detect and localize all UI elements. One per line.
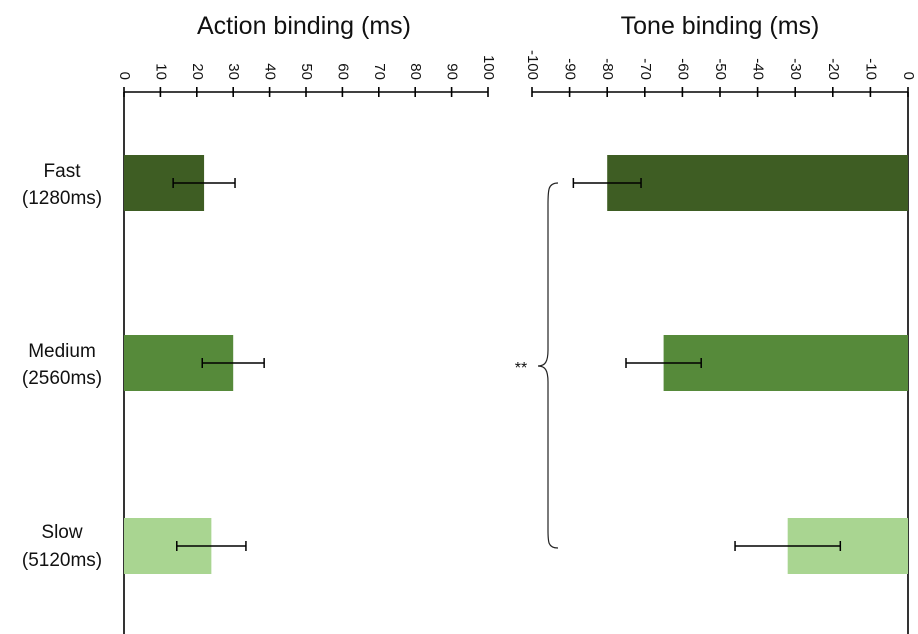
action-tick-label: 0 bbox=[116, 72, 133, 80]
action-tick-label: 10 bbox=[152, 63, 169, 80]
tone-binding-title: Tone binding (ms) bbox=[621, 12, 820, 40]
tone-tick-label: -20 bbox=[825, 58, 842, 80]
tone-tick-label: -70 bbox=[637, 58, 654, 80]
tone-tick-label: -50 bbox=[712, 58, 729, 80]
action-tick-label: 80 bbox=[407, 63, 424, 80]
action-tick-label: 70 bbox=[371, 63, 388, 80]
action-tick-label: 20 bbox=[189, 63, 206, 80]
tone-tick-label: -30 bbox=[787, 58, 804, 80]
category-label-fast: Fast bbox=[44, 161, 82, 182]
action-binding-title: Action binding (ms) bbox=[197, 12, 411, 40]
category-sub-fast: (1280ms) bbox=[22, 188, 102, 209]
action-tick-label: 50 bbox=[298, 63, 315, 80]
significance-bracket bbox=[537, 182, 559, 549]
action-tick-label: 90 bbox=[444, 63, 461, 80]
category-sub-medium: (2560ms) bbox=[22, 368, 102, 389]
tone-tick-label: -40 bbox=[750, 58, 767, 80]
tone-tick-label: -90 bbox=[562, 58, 579, 80]
tone-tick-label: -10 bbox=[862, 58, 879, 80]
category-sub-slow: (5120ms) bbox=[22, 550, 102, 571]
tone-tick-label: -100 bbox=[524, 50, 541, 80]
action-tick-label: 100 bbox=[480, 55, 497, 80]
significance-label: ** bbox=[515, 360, 527, 377]
tone-tick-label: -60 bbox=[674, 58, 691, 80]
action-tick-label: 40 bbox=[262, 63, 279, 80]
action-tick-label: 30 bbox=[225, 63, 242, 80]
tone-tick-label: 0 bbox=[900, 72, 917, 80]
tone-bar-medium bbox=[663, 335, 908, 391]
tone-tick-label: -80 bbox=[599, 58, 616, 80]
category-label-medium: Medium bbox=[28, 341, 96, 362]
action-tick-label: 60 bbox=[334, 63, 351, 80]
tone-bar-fast bbox=[607, 155, 908, 211]
category-label-slow: Slow bbox=[41, 522, 82, 543]
